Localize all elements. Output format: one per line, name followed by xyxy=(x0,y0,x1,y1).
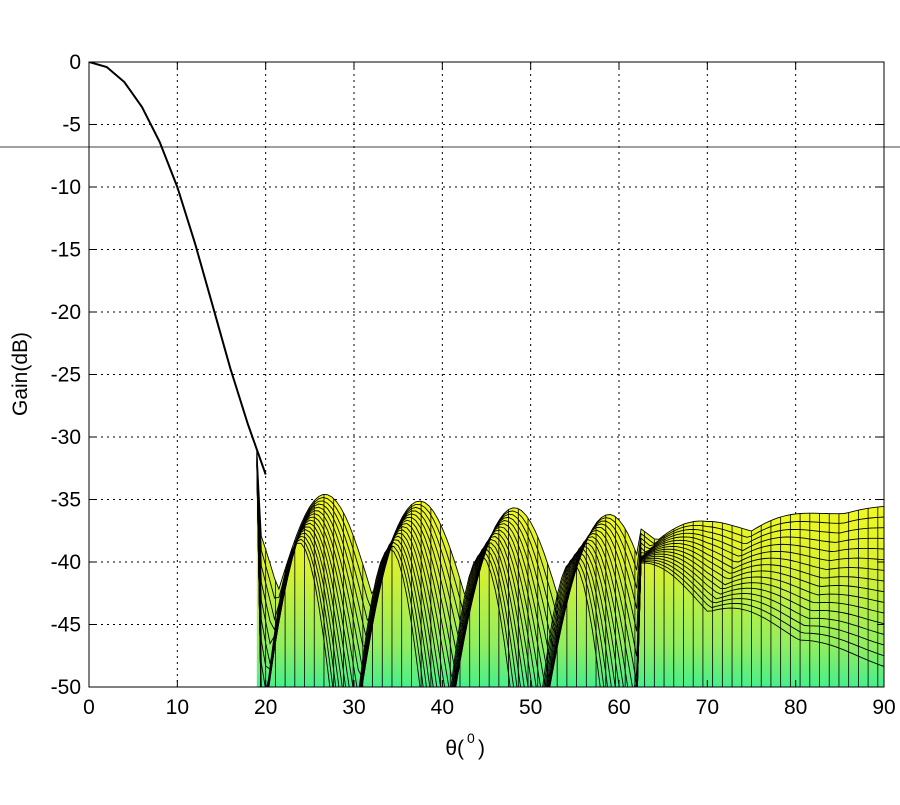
x-tick-label: 20 xyxy=(254,696,277,719)
x-tick-label: 80 xyxy=(784,696,807,719)
x-axis-label-close: ) xyxy=(478,737,485,760)
gain-surface xyxy=(257,450,884,713)
y-tick-label: -10 xyxy=(51,176,81,199)
x-tick-label: 10 xyxy=(166,696,189,719)
x-tick-label: 50 xyxy=(519,696,542,719)
y-tick-label: -50 xyxy=(51,676,81,699)
y-tick-label: -15 xyxy=(51,239,81,262)
y-tick-label: -45 xyxy=(51,614,81,637)
y-tick-label: -25 xyxy=(51,364,81,387)
x-axis-label-sup: 0 xyxy=(467,730,475,746)
y-tick-label: 0 xyxy=(69,51,81,74)
x-tick-label: 70 xyxy=(696,696,719,719)
y-tick-label: -5 xyxy=(62,114,81,137)
x-tick-label: 0 xyxy=(83,696,95,719)
y-tick-label: -40 xyxy=(51,551,81,574)
x-axis-label: θ( 0 ) xyxy=(445,730,485,760)
y-tick-label: -30 xyxy=(51,426,81,449)
x-tick-label: 90 xyxy=(872,696,895,719)
x-tick-label: 30 xyxy=(342,696,365,719)
y-tick-label: -20 xyxy=(51,301,81,324)
x-tick-label: 60 xyxy=(607,696,630,719)
x-tick-label: 40 xyxy=(431,696,454,719)
y-axis-label: Gain(dB) xyxy=(9,332,32,416)
y-tick-label: -35 xyxy=(51,489,81,512)
x-axis-label-main: θ( xyxy=(445,737,464,760)
